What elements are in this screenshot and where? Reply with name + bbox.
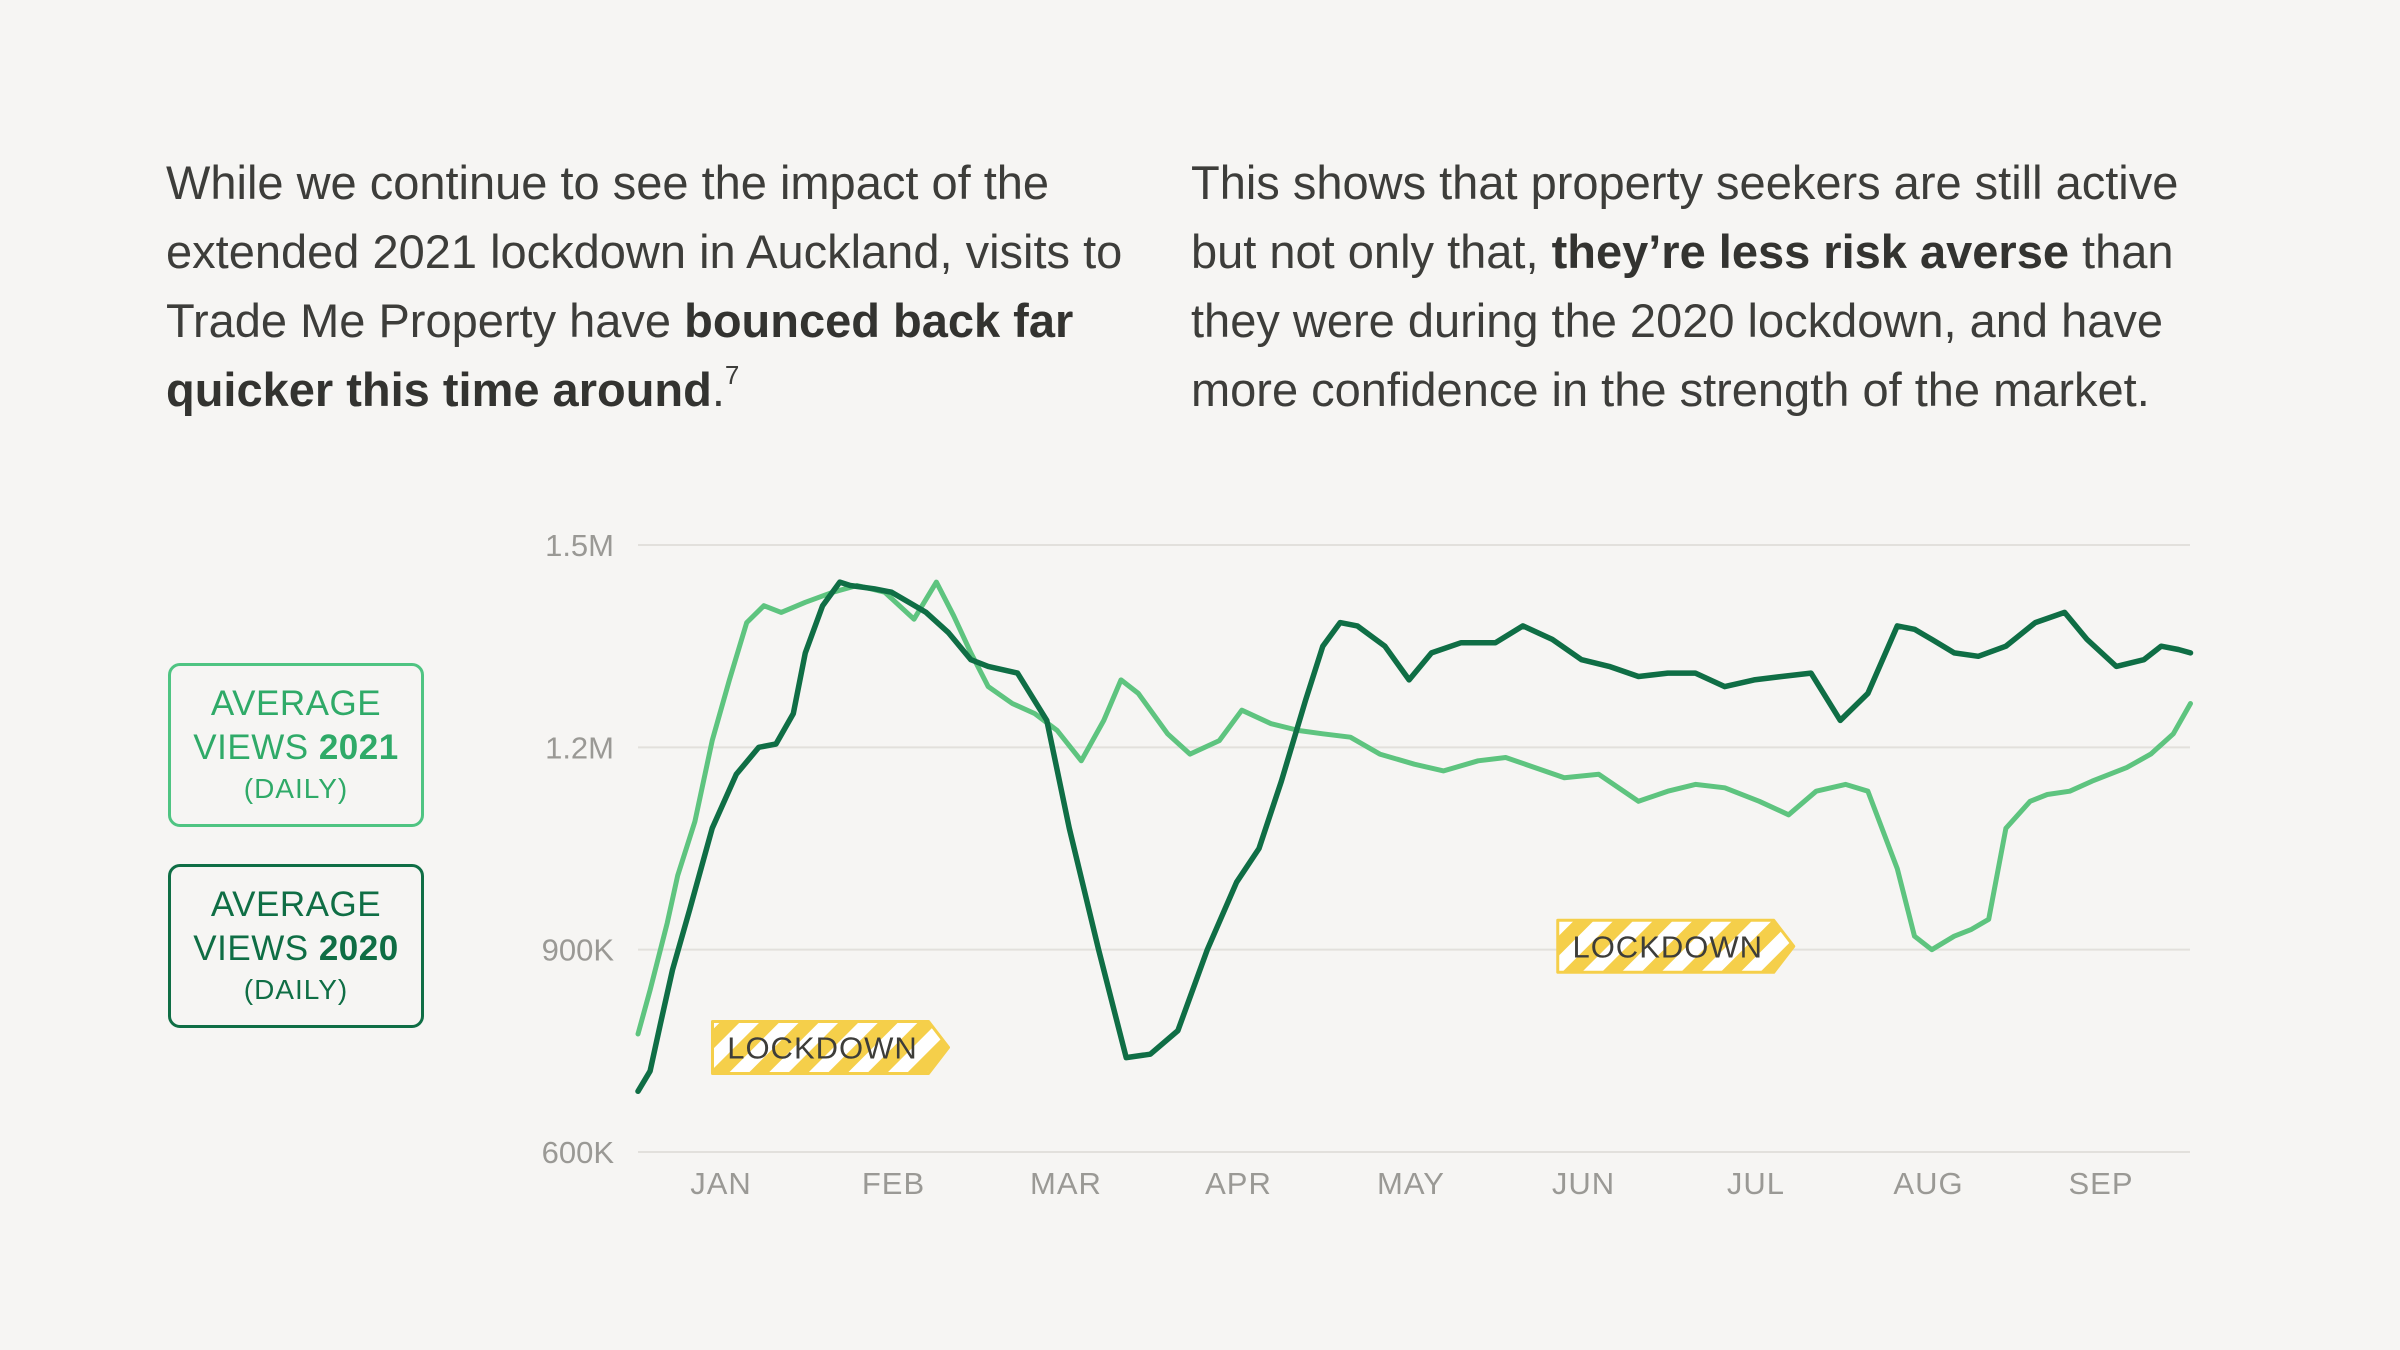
x-tick-label: JUL [1727, 1166, 1785, 1201]
lockdown-tag-label: LOCKDOWN [1572, 929, 1763, 964]
para-right-text-2: than they were during the 2020 lockdown,… [1191, 225, 2174, 416]
x-tick-label: MAY [1377, 1166, 1445, 1201]
y-tick-label: 600K [542, 1135, 615, 1170]
legend-2020-line2: VIEWS 2020 [193, 927, 398, 971]
para-right-bold: they’re less risk averse [1551, 225, 2069, 278]
legend-2021-year: 2021 [318, 728, 399, 767]
legend-2020-year: 2020 [318, 929, 399, 968]
legend-2021-line1: AVERAGE [210, 684, 382, 723]
series-line-2021 [635, 579, 2193, 1037]
para-left-text-2: . [711, 363, 725, 416]
lockdown-tag-shape [1556, 918, 1796, 974]
legend-2020-views: VIEWS [193, 929, 309, 968]
x-tick-label: APR [1205, 1166, 1272, 1201]
legend-2020-sub: (DAILY) [243, 974, 349, 1005]
lockdown-tag: LOCKDOWN [1556, 918, 1796, 974]
lockdown-tag: LOCKDOWN [711, 1019, 950, 1075]
x-tick-label: SEP [2068, 1166, 2133, 1201]
legend-2020-line1: AVERAGE [210, 885, 382, 924]
x-tick-label: MAR [1030, 1166, 1102, 1201]
y-tick-label: 900K [542, 933, 615, 968]
intro-paragraph-left: While we continue to see the impact of t… [166, 148, 1176, 424]
lockdown-tag-label: LOCKDOWN [727, 1030, 918, 1065]
series-lines [635, 579, 2194, 1095]
lockdown-annotations: LOCKDOWN LOCKDOWN [711, 918, 1796, 1075]
y-tick-label: 1.5M [545, 528, 614, 563]
y-tick-label: 1.2M [545, 730, 614, 765]
lockdown-tag-shape [711, 1019, 950, 1075]
x-tick-label: JUN [1552, 1166, 1615, 1201]
x-tick-label: AUG [1893, 1166, 1963, 1201]
intro-paragraph-right: This shows that property seekers are sti… [1191, 148, 2251, 424]
legend-2020: AVERAGE VIEWS 2020 (DAILY) [168, 864, 424, 1028]
series-line-2020 [635, 579, 2194, 1095]
para-left-bold: bounced back far quicker this time aroun… [166, 294, 1074, 416]
x-axis: JAN FEB MAR APR MAY JUN JUL AUG SEP [690, 1166, 2133, 1201]
y-axis: 600K 900K 1.2M 1.5M [542, 528, 615, 1170]
para-right-text-1: This shows that property seekers are sti… [1191, 156, 2179, 278]
x-tick-label: FEB [862, 1166, 925, 1201]
x-tick-label: JAN [690, 1166, 752, 1201]
legend-2021-views: VIEWS [193, 728, 309, 767]
legend-2021-line2: VIEWS 2021 [193, 726, 398, 770]
legend-2021-sub: (DAILY) [243, 773, 349, 804]
para-left-text-1: While we continue to see the impact of t… [166, 156, 1123, 347]
footnote-marker: 7 [724, 360, 740, 390]
legend-2021: AVERAGE VIEWS 2021 (DAILY) [168, 663, 424, 827]
